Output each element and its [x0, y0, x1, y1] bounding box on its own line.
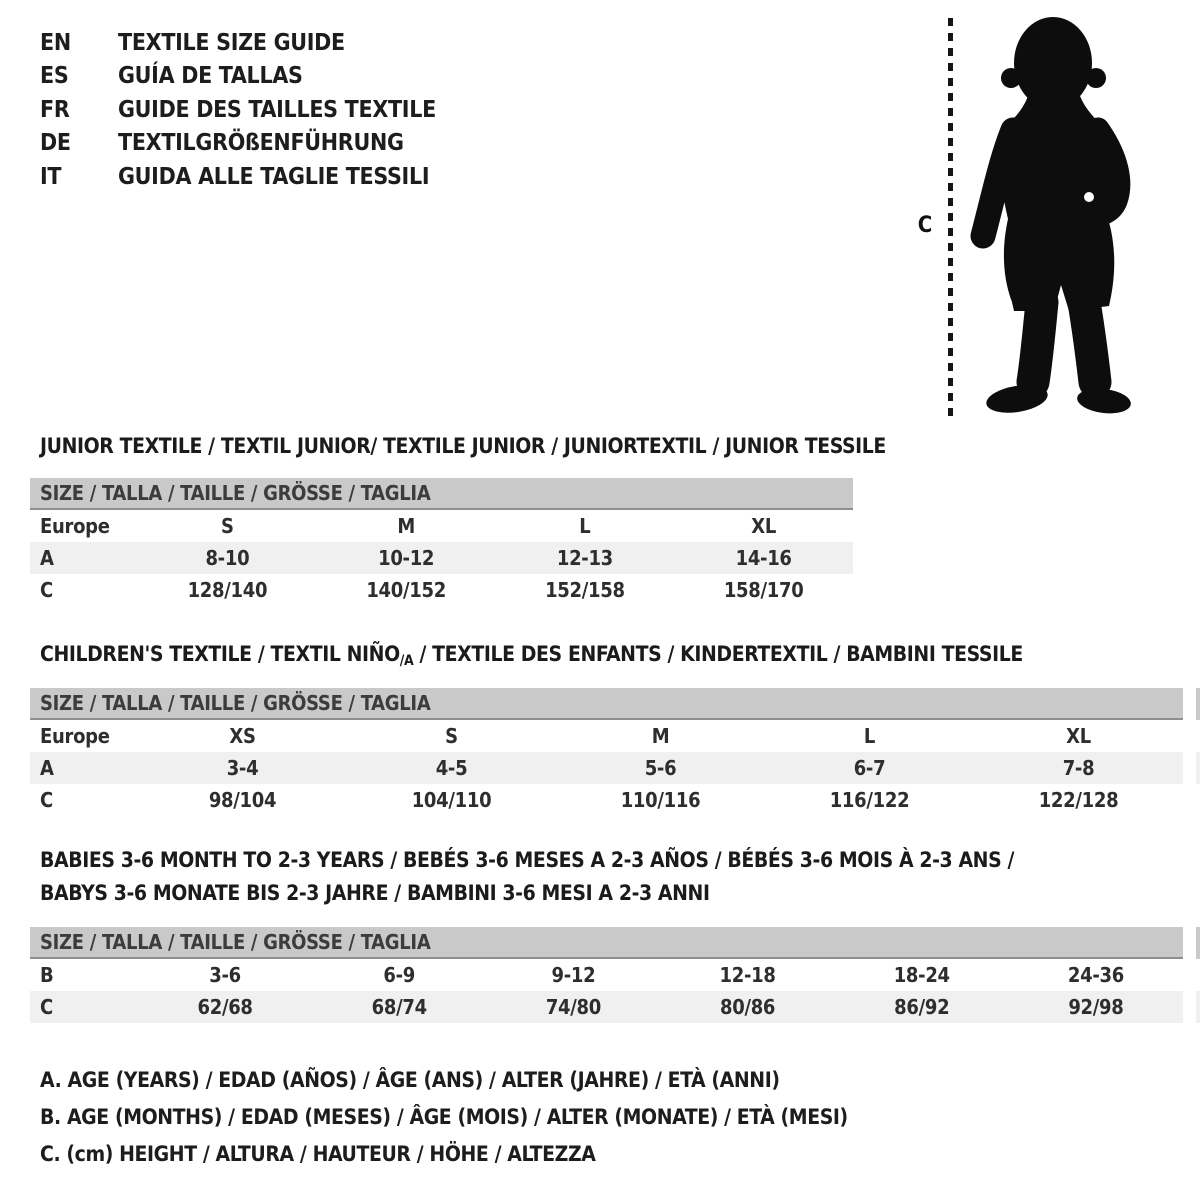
children-title-text: / TEXTILE DES ENFANTS / KINDERTEXTIL / B… — [413, 642, 1023, 666]
value-cell: 80/86 — [720, 995, 776, 1019]
value-cell: 86/92 — [894, 995, 950, 1019]
value-cell: 122/128 — [1038, 788, 1119, 812]
region-header-cell: Europe — [40, 514, 110, 538]
value-cell: 98/104 — [208, 788, 277, 812]
table-edge-sliver — [1196, 752, 1200, 784]
value-cell: 62/68 — [197, 995, 253, 1019]
language-code: FR — [40, 96, 70, 123]
table-edge-sliver — [1196, 927, 1200, 959]
junior-size-header-bar: SIZE / TALLA / TAILLE / GRÖSSE / TAGLIA — [30, 478, 853, 510]
babies-size-header-bar: SIZE / TALLA / TAILLE / GRÖSSE / TAGLIA — [30, 927, 1183, 959]
language-code: DE — [40, 130, 71, 157]
guide-title-it: GUIDA ALLE TAGLIE TESSILI — [118, 163, 430, 190]
language-code: IT — [40, 163, 62, 190]
value-cell: 158/170 — [723, 578, 804, 602]
row-label-cell: A — [40, 546, 54, 570]
region-header-cell: Europe — [40, 724, 110, 748]
guide-title-es: GUÍA DE TALLAS — [118, 63, 303, 90]
size-header-cell: S — [445, 724, 458, 748]
value-cell: 6-9 — [383, 963, 416, 987]
children-title-text: CHILDREN'S TEXTILE / TEXTIL NIÑO — [40, 642, 400, 666]
value-cell: 12-13 — [556, 546, 613, 570]
babies-section-title-line1: BABIES 3-6 MONTH TO 2-3 YEARS / BEBÉS 3-… — [40, 848, 1014, 872]
value-cell: 116/122 — [829, 788, 910, 812]
table-row-height: C 98/104 104/110 110/116 116/122 122/128 — [30, 784, 1183, 816]
babies-size-table: B 3-6 6-9 9-12 12-18 18-24 24-36 C 62/68… — [30, 959, 1183, 1023]
junior-size-table: Europe S M L XL A 8-10 10-12 12-13 14-16… — [30, 510, 853, 606]
size-header-cell: XL — [1066, 724, 1091, 748]
value-cell: 12-18 — [719, 963, 776, 987]
value-cell: 104/110 — [411, 788, 492, 812]
table-row-age: A 3-4 4-5 5-6 6-7 7-8 — [30, 752, 1183, 784]
value-cell: 18-24 — [893, 963, 950, 987]
row-label-cell: C — [40, 788, 53, 812]
value-cell: 14-16 — [735, 546, 792, 570]
size-header-cell: L — [579, 514, 591, 538]
row-label-cell: C — [40, 995, 53, 1019]
size-header-cell: XS — [229, 724, 256, 748]
value-cell: 4-5 — [435, 756, 468, 780]
height-measure-dashed-line — [948, 18, 953, 416]
table-row-height: C 62/68 68/74 74/80 80/86 86/92 92/98 — [30, 991, 1183, 1023]
children-title-subscript: /A — [399, 653, 414, 669]
value-cell: 68/74 — [371, 995, 427, 1019]
footnote-line-c: C. (cm) HEIGHT / ALTURA / HAUTEUR / HÖHE… — [40, 1142, 596, 1166]
value-cell: 92/98 — [1068, 995, 1124, 1019]
row-label-cell: C — [40, 578, 53, 602]
language-title-list: EN TEXTILE SIZE GUIDE ES GUÍA DE TALLAS … — [40, 26, 436, 194]
value-cell: 5-6 — [644, 756, 677, 780]
table-edge-sliver — [1196, 991, 1200, 1023]
size-header-cell: S — [221, 514, 234, 538]
value-cell: 110/116 — [620, 788, 701, 812]
language-code: EN — [40, 29, 71, 56]
value-cell: 152/158 — [545, 578, 625, 602]
children-size-table: Europe XS S M L XL A 3-4 4-5 5-6 6-7 7-8… — [30, 720, 1183, 816]
value-cell: 8-10 — [205, 546, 250, 570]
row-label-cell: B — [40, 963, 54, 987]
height-measure-label: C — [917, 213, 933, 238]
junior-section-title: JUNIOR TEXTILE / TEXTIL JUNIOR/ TEXTILE … — [40, 434, 886, 458]
table-row-age-months: B 3-6 6-9 9-12 12-18 18-24 24-36 — [30, 959, 1183, 991]
value-cell: 3-6 — [209, 963, 241, 987]
table-header-row: Europe XS S M L XL — [30, 720, 1183, 752]
babies-section-title-line2: BABYS 3-6 MONATE BIS 2-3 JAHRE / BAMBINI… — [40, 881, 710, 905]
size-header-cell: XL — [751, 514, 776, 538]
children-size-header-bar: SIZE / TALLA / TAILLE / GRÖSSE / TAGLIA — [30, 688, 1183, 720]
guide-title-en: TEXTILE SIZE GUIDE — [118, 29, 345, 56]
value-cell: 3-4 — [226, 756, 259, 780]
value-cell: 140/152 — [366, 578, 446, 602]
value-cell: 9-12 — [551, 963, 596, 987]
language-row-de: DE TEXTILGRÖßENFÜHRUNG — [40, 127, 436, 161]
value-cell: 6-7 — [853, 756, 886, 780]
table-row-height: C 128/140 140/152 152/158 158/170 — [30, 574, 853, 606]
language-row-fr: FR GUIDE DES TAILLES TEXTILE — [40, 93, 436, 127]
guide-title-de: TEXTILGRÖßENFÜHRUNG — [118, 130, 404, 157]
value-cell: 74/80 — [545, 995, 601, 1019]
value-cell: 24-36 — [1067, 963, 1124, 987]
value-cell: 128/140 — [187, 578, 268, 602]
size-header-cell: M — [651, 724, 670, 748]
value-cell: 10-12 — [378, 546, 435, 570]
size-header-cell: L — [863, 724, 876, 748]
language-code: ES — [40, 63, 69, 90]
table-row-age: A 8-10 10-12 12-13 14-16 — [30, 542, 853, 574]
toddler-silhouette-icon — [970, 17, 1131, 414]
footnote-line-a: A. AGE (YEARS) / EDAD (AÑOS) / ÂGE (ANS)… — [40, 1068, 780, 1092]
row-label-cell: A — [40, 756, 54, 780]
footnote-line-b: B. AGE (MONTHS) / EDAD (MESES) / ÂGE (MO… — [40, 1105, 848, 1129]
language-row-es: ES GUÍA DE TALLAS — [40, 60, 436, 94]
children-section-title: CHILDREN'S TEXTILE / TEXTIL NIÑO/A / TEX… — [40, 642, 1023, 669]
language-row-it: IT GUIDA ALLE TAGLIE TESSILI — [40, 160, 436, 194]
table-header-row: Europe S M L XL — [30, 510, 853, 542]
language-row-en: EN TEXTILE SIZE GUIDE — [40, 26, 436, 60]
value-cell: 7-8 — [1062, 756, 1095, 780]
table-edge-sliver — [1196, 688, 1200, 720]
guide-title-fr: GUIDE DES TAILLES TEXTILE — [118, 96, 436, 123]
size-header-cell: M — [397, 514, 415, 538]
